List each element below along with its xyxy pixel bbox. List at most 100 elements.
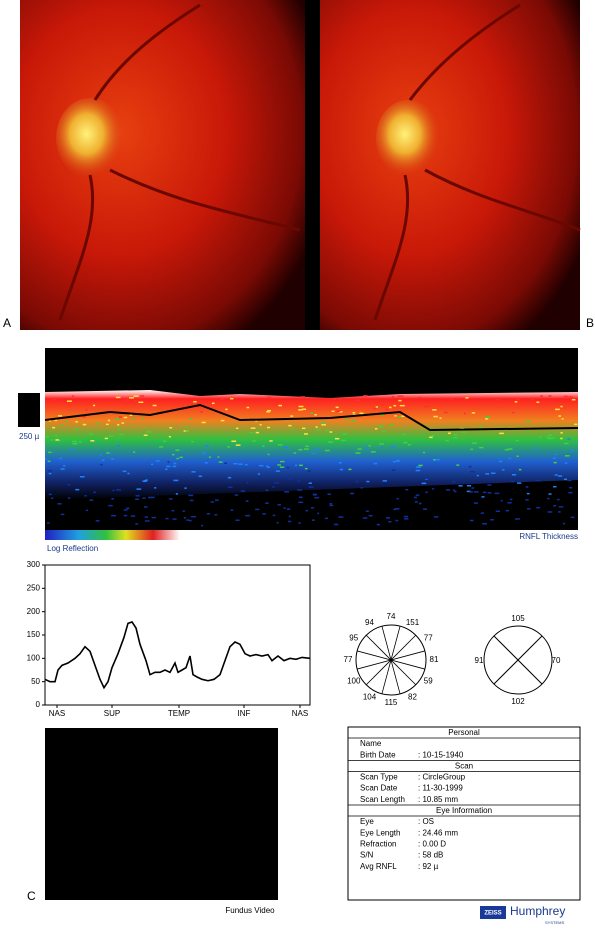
speckle-dot <box>206 512 211 515</box>
logo-brand: ZEISS <box>484 911 501 917</box>
speckle-dot <box>272 514 276 517</box>
speckle-dot <box>138 401 144 404</box>
speckle-dot <box>466 490 471 493</box>
speckle-dot <box>198 475 203 478</box>
speckle-dot <box>262 513 266 515</box>
speckle-dot <box>532 475 537 478</box>
speckle-dot <box>143 434 148 437</box>
speckle-dot <box>471 412 476 414</box>
speckle-dot <box>123 416 128 419</box>
fundus-video <box>45 728 278 900</box>
row-label: Name <box>360 739 382 748</box>
x-tick-label: NAS <box>292 709 308 718</box>
speckle-dot <box>200 411 203 413</box>
speckle-dot <box>182 510 185 512</box>
speckle-dot <box>233 462 238 465</box>
speckle-dot <box>129 414 133 416</box>
row-label: S/N <box>360 851 374 860</box>
speckle-dot <box>151 463 154 466</box>
speckle-dot <box>431 434 435 437</box>
speckle-dot <box>52 426 56 429</box>
speckle-dot <box>184 487 187 489</box>
speckle-dot <box>235 519 240 521</box>
speckle-dot <box>424 405 429 408</box>
speckle-dot <box>47 470 52 472</box>
y-tick-label: 150 <box>27 630 41 639</box>
speckle-dot <box>567 479 572 482</box>
speckle-dot <box>100 464 103 466</box>
speckle-dot <box>403 515 409 518</box>
speckle-dot <box>204 462 208 464</box>
speckle-dot <box>368 444 371 447</box>
speckle-dot <box>328 441 333 443</box>
speckle-dot <box>331 410 335 413</box>
speckle-dot <box>189 418 193 420</box>
speckle-dot <box>299 464 303 467</box>
speckle-dot <box>329 502 333 505</box>
speckle-dot <box>298 522 301 524</box>
speckle-dot <box>414 501 418 503</box>
speckle-dot <box>286 478 292 480</box>
scale-label: 250 µ <box>19 432 40 441</box>
speckle-dot <box>107 419 111 422</box>
speckle-dot <box>311 452 316 455</box>
speckle-dot <box>313 494 317 496</box>
speckle-dot <box>176 457 179 460</box>
speckle-dot <box>558 511 561 513</box>
speckle-dot <box>339 468 344 471</box>
speckle-dot <box>65 420 68 422</box>
speckle-dot <box>159 446 164 448</box>
speckle-dot <box>547 511 553 513</box>
sector-value: 115 <box>385 698 398 707</box>
speckle-dot <box>569 486 573 489</box>
speckle-dot <box>382 430 386 433</box>
speckle-dot <box>466 485 472 487</box>
optic-disc <box>56 98 124 178</box>
speckle-dot <box>303 433 308 435</box>
speckle-dot <box>131 417 135 420</box>
fundus-photo-left <box>20 0 305 330</box>
speckle-dot <box>78 441 82 443</box>
speckle-dot <box>391 396 395 398</box>
speckle-dot <box>355 399 360 402</box>
speckle-dot <box>418 502 422 505</box>
rnfl-label: RNFL Thickness <box>519 532 578 541</box>
speckle-dot <box>401 415 405 418</box>
speckle-dot <box>536 403 541 405</box>
speckle-dot <box>468 465 472 468</box>
row-label: Eye Length <box>360 828 400 837</box>
speckle-dot <box>453 436 458 439</box>
speckle-dot <box>335 406 339 409</box>
speckle-dot <box>172 453 175 456</box>
speckle-dot <box>109 452 112 455</box>
speckle-dot <box>262 445 265 447</box>
speckle-dot <box>122 470 127 473</box>
speckle-dot <box>126 507 130 510</box>
speckle-dot <box>355 452 361 454</box>
speckle-dot <box>48 420 51 422</box>
speckle-dot <box>561 418 564 420</box>
speckle-dot <box>238 463 243 465</box>
speckle-dot <box>84 494 87 497</box>
speckle-dot <box>508 457 511 460</box>
speckle-dot <box>316 429 321 431</box>
speckle-dot <box>258 464 264 467</box>
row-value: : 10.85 mm <box>418 795 458 804</box>
y-tick-label: 200 <box>27 607 41 616</box>
speckle-dot <box>379 443 385 445</box>
sector-value: 104 <box>363 692 377 701</box>
speckle-dot <box>414 496 417 499</box>
speckle-dot <box>80 474 84 476</box>
speckle-dot <box>85 509 89 512</box>
speckle-dot <box>201 421 206 424</box>
logo-name: Humphrey <box>510 904 565 918</box>
speckle-dot <box>227 446 231 448</box>
speckle-dot <box>310 412 314 414</box>
speckle-dot <box>397 416 402 418</box>
speckle-dot <box>249 431 254 434</box>
speckle-dot <box>514 401 518 403</box>
speckle-dot <box>314 496 320 499</box>
speckle-dot <box>119 433 124 436</box>
optic-disc <box>376 100 440 176</box>
